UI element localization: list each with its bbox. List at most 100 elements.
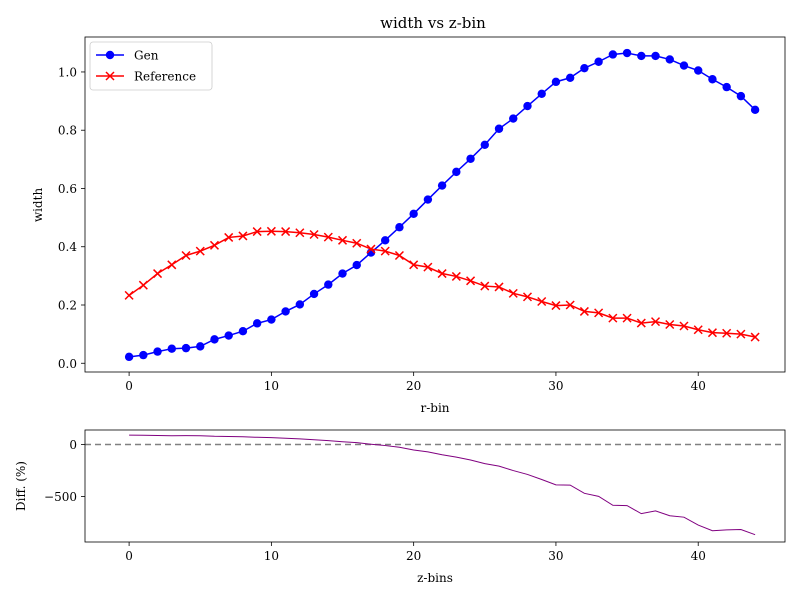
difference-plot-x-axis-label: z-bins	[417, 571, 453, 585]
gen-point	[167, 344, 176, 353]
gen-point	[437, 181, 447, 190]
main-plot-y-axis-label: width	[31, 188, 45, 223]
reference-point	[466, 276, 476, 286]
difference-plot-series	[85, 434, 785, 536]
reference-point	[281, 227, 291, 237]
reference-point	[295, 228, 305, 238]
main-plot-x-axis-label: r-bin	[420, 401, 449, 415]
gen-point	[679, 61, 689, 70]
gen-point	[523, 101, 532, 111]
main-plot-ticks: 0 10 20 30 40 0.0 0.2 0.4 0.6 0.8 1.0	[58, 65, 706, 393]
gen-point	[139, 350, 148, 360]
y-tick-label: 0.2	[58, 299, 77, 313]
reference-point	[650, 317, 661, 327]
gen-point	[381, 236, 390, 245]
gen-point	[252, 319, 262, 328]
gen-point	[210, 335, 219, 344]
difference-plot-y-axis-label: Diff. (%)	[14, 461, 28, 511]
gen-point	[153, 347, 162, 356]
reference-point	[309, 229, 319, 240]
gen-point	[651, 51, 660, 61]
reference-point	[252, 227, 262, 237]
gen-point	[181, 343, 191, 353]
gen-point	[238, 327, 248, 336]
reference-point	[594, 308, 604, 318]
x-tick-label: 40	[691, 379, 706, 393]
y-tick-label: 0.4	[58, 240, 77, 254]
gen-point	[736, 91, 746, 101]
gen-point	[494, 124, 504, 133]
gen-point	[295, 300, 305, 309]
y-tick-label: 0.8	[58, 124, 77, 138]
main-plot-frame	[84, 36, 786, 373]
gen-point	[694, 66, 703, 75]
reference-point	[124, 290, 134, 300]
difference-plot-frame	[84, 429, 786, 543]
gen-point	[409, 209, 418, 219]
reference-point	[750, 332, 760, 342]
gen-point	[352, 260, 361, 270]
gen-point	[509, 114, 518, 123]
reference-point	[394, 250, 404, 261]
x-tick-label: 40	[691, 549, 706, 563]
gen-point	[124, 352, 134, 362]
reference-point	[195, 246, 205, 256]
x-tick-label: 10	[264, 549, 279, 563]
reference-point	[636, 318, 646, 328]
legend-gen-label: Gen	[134, 49, 159, 63]
reference-point	[565, 300, 575, 310]
reference-point	[352, 238, 362, 248]
reference-point	[480, 281, 490, 291]
reference-point	[366, 244, 376, 254]
gen-point	[423, 195, 433, 204]
reference-point	[665, 319, 675, 330]
reference-point	[409, 260, 419, 270]
x-tick-label: 30	[548, 379, 563, 393]
legend-box	[89, 41, 213, 91]
reference-point	[138, 280, 148, 290]
reference-point	[181, 250, 191, 261]
y-tick-label: 0	[69, 438, 77, 452]
reference-point	[679, 321, 689, 331]
gen-point	[452, 167, 461, 177]
gen-point	[565, 73, 575, 82]
difference-plot: z-bins Diff. (%) 0 10 20 30 40 0 −500	[14, 429, 786, 585]
reference-point	[722, 328, 732, 338]
main-plot: width vs z-bin r-bin width 0 10 20 30 400.00…	[31, 14, 786, 415]
difference-series-line	[129, 434, 756, 536]
legend: Gen Reference	[89, 41, 213, 91]
gen-point	[281, 307, 290, 316]
reference-point	[437, 269, 447, 279]
reference-point	[337, 235, 348, 245]
reference-point	[153, 269, 163, 279]
gen-point	[480, 140, 489, 149]
y-tick-label: 0.6	[58, 182, 77, 196]
gen-point	[551, 77, 561, 87]
reference-point	[608, 313, 618, 323]
y-tick-label: −500	[44, 490, 77, 504]
reference-point	[380, 246, 390, 256]
gen-point	[708, 75, 717, 84]
gen-point	[395, 223, 404, 232]
gen-point	[338, 269, 347, 278]
main-plot-series	[124, 48, 760, 362]
gen-point	[196, 342, 205, 351]
x-tick-label: 30	[548, 549, 563, 563]
reference-point	[451, 271, 461, 281]
gen-point	[224, 331, 233, 340]
gen-point	[580, 63, 589, 73]
gen-point	[594, 57, 603, 66]
gen-point	[637, 51, 646, 61]
legend-reference-marker	[105, 71, 115, 81]
reference-point	[736, 329, 746, 339]
gen-point	[537, 89, 546, 99]
reference-point	[537, 296, 547, 307]
reference-point	[508, 288, 518, 298]
reference-point	[522, 292, 533, 302]
reference-point	[707, 328, 717, 338]
legend-gen-marker	[105, 50, 115, 60]
reference-point	[693, 325, 703, 335]
reference-point	[224, 232, 234, 242]
